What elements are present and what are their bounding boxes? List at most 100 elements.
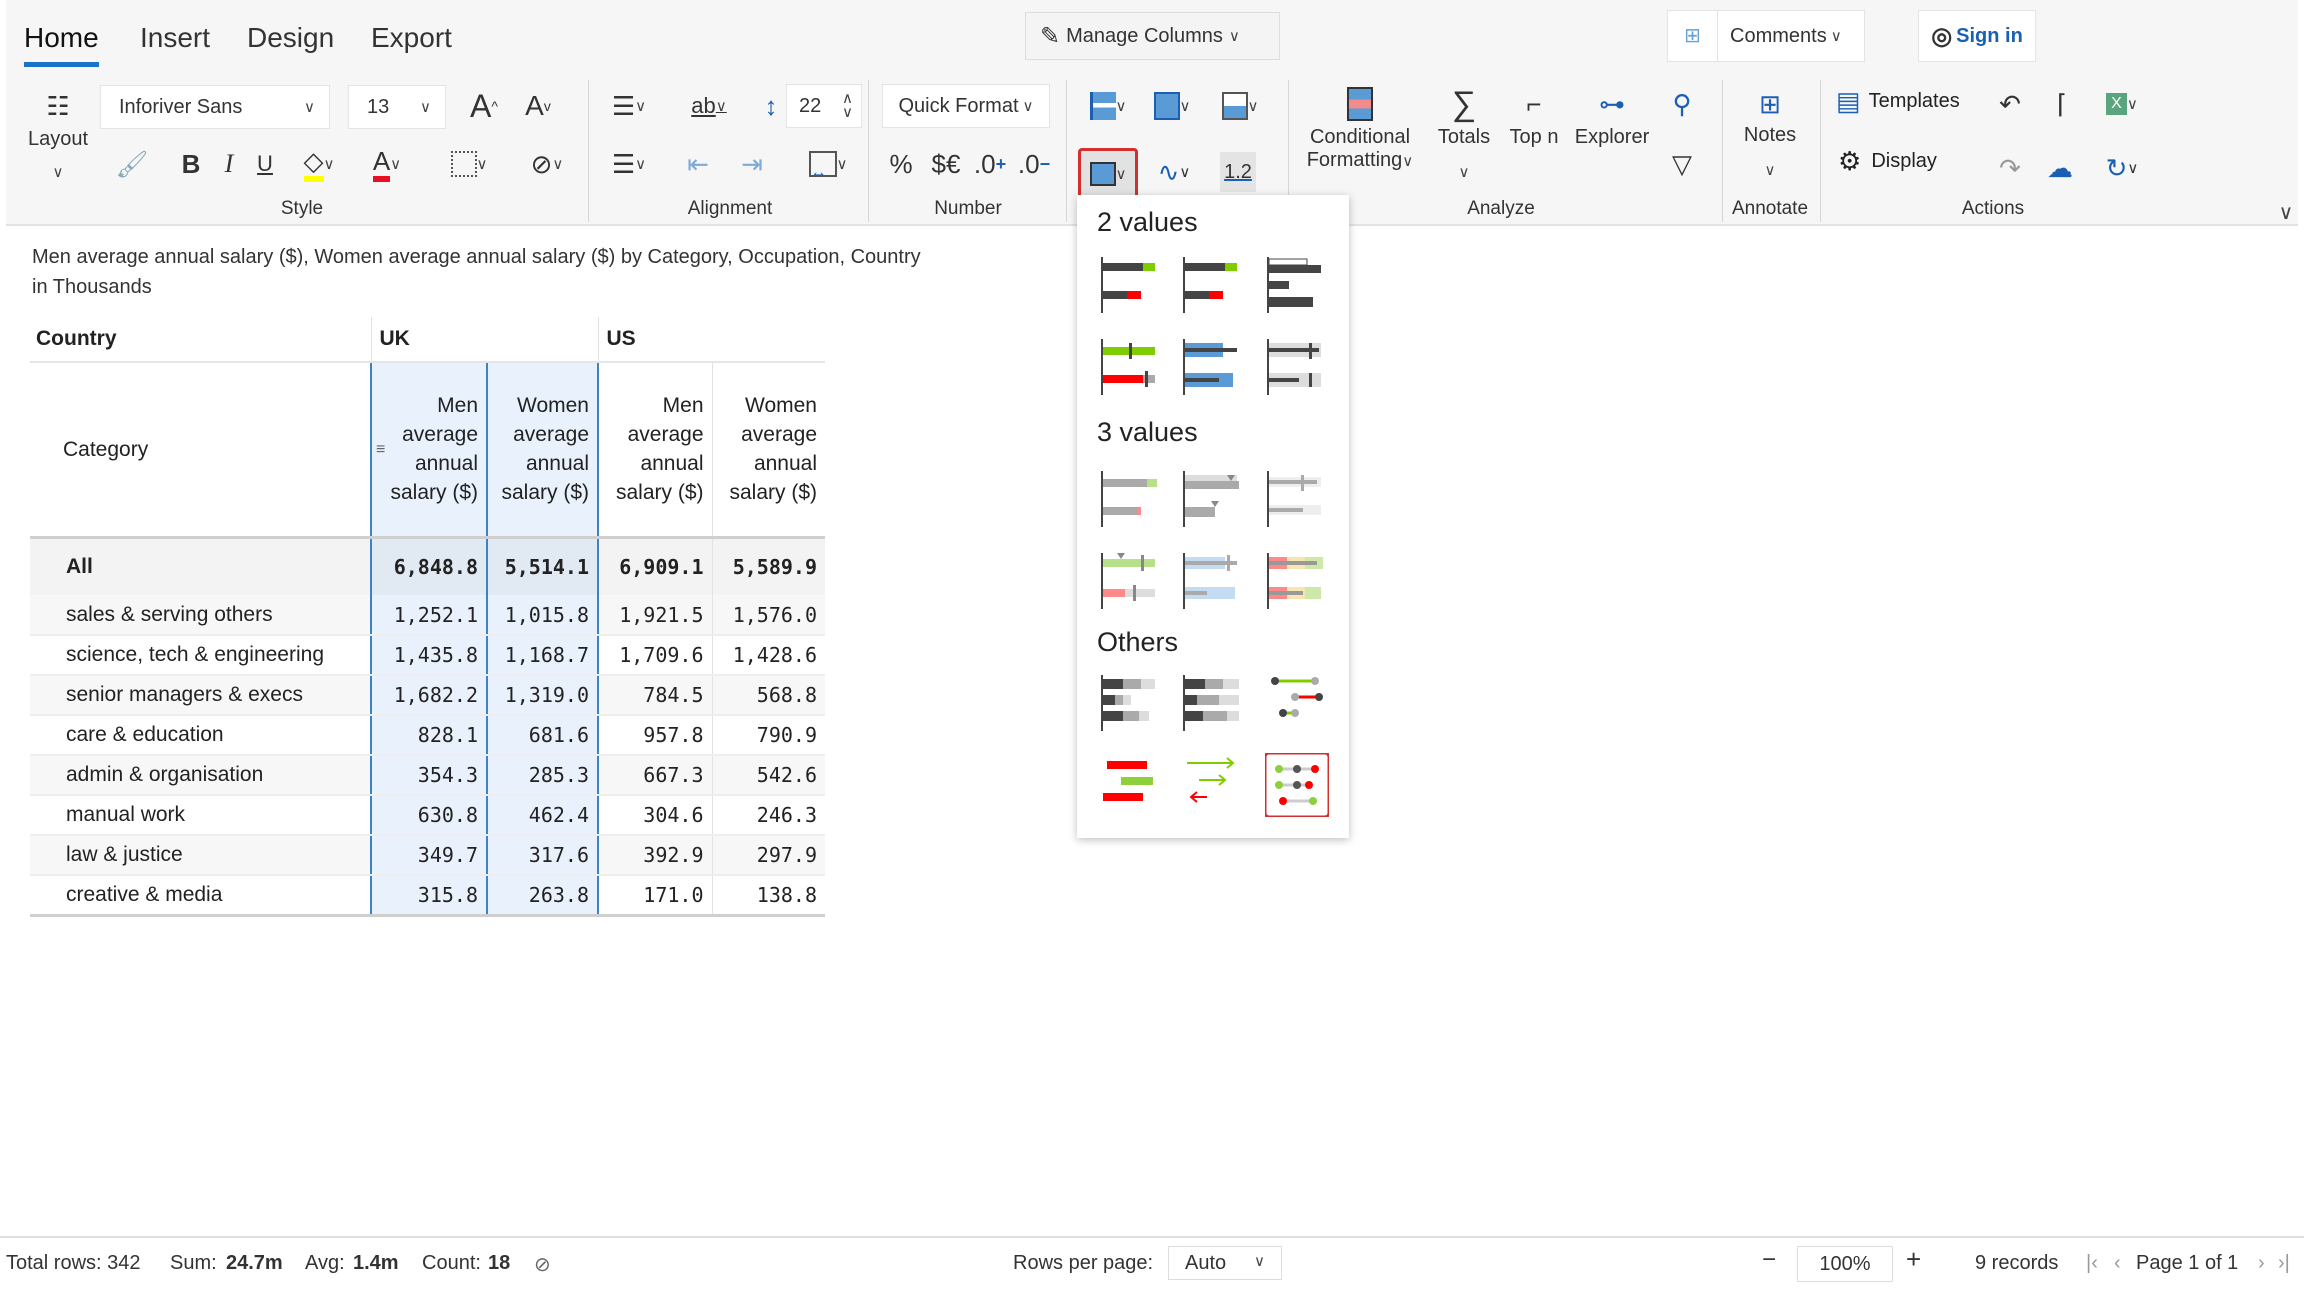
variance-bar-relative-chart-icon[interactable] [1181,253,1245,317]
row-height-stepper[interactable]: 22 ∧ ∨ [786,84,862,128]
horizontal-align-icon[interactable]: ☰ ∨ [611,90,647,121]
three-value-blue-chart-icon[interactable] [1181,549,1245,613]
value-cell[interactable]: 1,168.7 [486,635,599,676]
value-cell[interactable]: 354.3 [370,755,488,796]
waterfall-bars-chart-icon[interactable] [1099,753,1163,817]
font-color-icon[interactable]: A ∨ [364,142,410,186]
measure-header[interactable]: Men average annual salary ($) [597,362,712,539]
excel-export-icon[interactable]: X ∨ [2094,84,2150,124]
decrease-decimal-button[interactable]: .0− [1017,148,1051,179]
tab-design[interactable]: Design [247,22,335,53]
collapse-ribbon-icon[interactable]: ∨ [2278,201,2294,224]
value-cell[interactable]: 1,435.8 [370,635,488,676]
value-cell[interactable]: 790.9 [711,715,825,756]
column-width-icon[interactable]: ↔ ∨ [800,142,856,186]
top-n-icon[interactable]: ⌐ [1526,88,1542,119]
three-value-variance-chart-icon[interactable] [1099,467,1163,531]
value-cell[interactable]: 315.8 [370,875,488,917]
value-cell[interactable]: 1,015.8 [486,595,599,636]
bullet-grey-chart-icon[interactable] [1265,335,1329,399]
country-uk-header[interactable]: UK [370,317,598,363]
bar-chart-icon[interactable]: ∨ [1078,84,1138,128]
explorer-button[interactable]: Explorer [1574,126,1650,148]
notes-chevron-icon[interactable]: ∨ [1764,162,1776,179]
borders-icon[interactable]: ∨ [442,142,496,186]
arrows-chart-icon[interactable] [1181,753,1245,817]
manage-columns-button[interactable]: ✎ Manage Columns ∨ [1025,12,1280,60]
country-us-header[interactable]: US [597,317,825,363]
value-cell[interactable]: 297.9 [711,835,825,876]
first-page-icon[interactable]: |‹ [2086,1252,2098,1274]
value-cell[interactable]: 1,921.5 [597,595,712,636]
italic-icon[interactable]: I [224,149,234,178]
three-value-target-chart-icon[interactable] [1181,467,1245,531]
bullet-blue-chart-icon[interactable] [1181,335,1245,399]
value-cell[interactable]: 784.5 [597,675,712,716]
quick-format-select[interactable]: Quick Format ∨ [882,84,1050,128]
overlapping-bars-chart-icon[interactable] [1265,253,1329,317]
ruler-icon[interactable]: ⌈ [2056,88,2068,119]
prev-page-icon[interactable]: ‹ [2114,1252,2121,1274]
total-row[interactable]: All 6,848.8 5,514.1 6,909.1 5,589.9 [30,537,825,595]
card-layout-icon[interactable]: ∨ [1210,84,1270,128]
sign-in-button[interactable]: ◎ Sign in [1918,10,2036,62]
conditional-formatting-icon[interactable] [1340,84,1380,124]
totals-chevron-icon[interactable]: ∨ [1458,164,1470,181]
next-page-icon[interactable]: › [2258,1252,2265,1274]
value-cell[interactable]: 171.0 [597,875,712,917]
search-icon[interactable]: ⚲ [1672,88,1692,119]
templates-button[interactable]: ▤ Templates [1836,86,1960,116]
value-cell[interactable]: 5,589.9 [711,537,825,595]
tab-insert[interactable]: Insert [140,22,211,53]
zoom-out-button[interactable]: − [1762,1246,1777,1273]
value-cell[interactable]: 1,319.0 [486,675,599,716]
sigma-icon[interactable]: ∑ [1451,84,1477,123]
three-value-bullet-chart-icon[interactable] [1265,467,1329,531]
rows-per-page-select[interactable]: Auto ∨ [1168,1246,1282,1280]
increase-decimal-button[interactable]: .0 + [973,148,1007,179]
hide-icon[interactable]: ⊘ ∨ [530,148,564,179]
font-family-select[interactable]: Inforiver Sans ∨ [100,85,330,129]
table-row[interactable]: care & education 828.1 681.6 957.8 790.9 [30,715,825,756]
top-n-button[interactable]: Top n [1509,126,1559,148]
fill-color-icon[interactable]: ◇ ∨ [296,142,342,186]
underline-icon[interactable]: U [257,151,273,176]
value-cell[interactable]: 681.6 [486,715,599,756]
dumbbell-chart-icon[interactable] [1265,671,1329,735]
hierarchy-chart-icon[interactable]: ∨ [1142,84,1202,128]
zoom-in-button[interactable]: + [1906,1244,1922,1274]
increase-font-icon[interactable]: A ^ [470,87,498,124]
tab-export[interactable]: Export [371,22,452,53]
value-cell[interactable]: 246.3 [711,795,825,836]
bullet-variance-chart-icon[interactable] [1099,335,1163,399]
three-value-green-red-chart-icon[interactable] [1099,549,1163,613]
refresh-icon[interactable]: ↻ ∨ [2105,152,2139,183]
decrease-indent-icon[interactable]: ⇤ [687,148,709,179]
percent-button[interactable]: % [889,148,913,179]
table-row[interactable]: law & justice 349.7 317.6 392.9 297.9 [30,835,825,876]
undo-icon[interactable]: ↶ [1999,88,2021,119]
currency-button[interactable]: $€ [931,148,961,179]
table-row[interactable]: sales & serving others 1,252.1 1,015.8 1,92… [30,595,825,636]
value-cell[interactable]: 542.6 [711,755,825,796]
sparkline-icon[interactable]: ∿ ∨ [1157,156,1191,187]
explorer-icon[interactable]: ⊶ [1599,88,1625,119]
comments-button[interactable]: ⊞ Comments ∨ [1667,10,1865,62]
stacked-bar-100-chart-icon[interactable] [1181,671,1245,735]
layout-icon[interactable]: ☷ [46,90,70,121]
value-cell[interactable]: 1,682.2 [370,675,488,716]
value-cell[interactable]: 1,576.0 [711,595,825,636]
notes-button[interactable]: Notes [1743,124,1797,146]
layout-button[interactable]: Layout [27,128,89,150]
drag-handle-icon[interactable]: ≡ [376,441,386,458]
value-cell[interactable]: 6,848.8 [370,537,488,595]
value-cell[interactable]: 462.4 [486,795,599,836]
value-cell[interactable]: 5,514.1 [486,537,599,595]
table-row[interactable]: creative & media 315.8 263.8 171.0 138.8 [30,875,825,917]
bold-icon[interactable]: B [181,148,201,179]
value-cell[interactable]: 1,709.6 [597,635,712,676]
display-button[interactable]: ⚙ Display [1838,146,1937,176]
table-row[interactable]: admin & organisation 354.3 285.3 667.3 542.6 [30,755,825,796]
format-painter-icon[interactable]: 🖌 [115,148,149,179]
